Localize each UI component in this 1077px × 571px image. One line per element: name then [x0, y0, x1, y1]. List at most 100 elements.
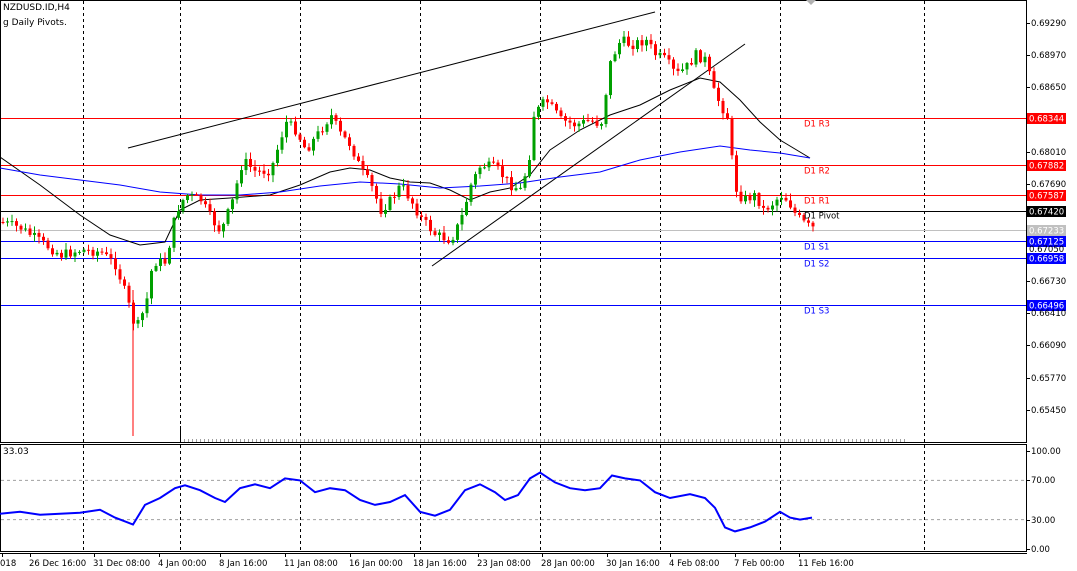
candle-body [78, 251, 81, 253]
bid-tag-box [1027, 225, 1066, 236]
candle-body [798, 212, 801, 215]
price-tag-text: 0.66496 [1029, 302, 1064, 312]
price-tick-label: 0.66090 [1031, 341, 1066, 351]
price-tag-box [1027, 253, 1066, 264]
candle-body [784, 197, 788, 201]
pivot-label: D1 R3 [804, 120, 830, 130]
price-tag-box [1027, 190, 1066, 201]
candle-body [204, 201, 207, 205]
candle-body [496, 162, 500, 167]
candle-body [226, 209, 230, 224]
candle-body [294, 121, 297, 135]
price-tick-label: 0.69290 [1031, 19, 1066, 29]
trendline[interactable] [431, 43, 746, 267]
candle-body [298, 134, 302, 140]
candle-body [361, 160, 365, 170]
candle-body [280, 137, 284, 150]
candle-body [357, 156, 360, 161]
candle-body [465, 201, 468, 215]
candle-body [622, 36, 626, 43]
candle-body [411, 198, 414, 204]
candle-body [613, 54, 617, 62]
candle-body [60, 252, 63, 258]
candle-body [564, 116, 567, 121]
candle-body [51, 248, 54, 255]
candle-body [690, 63, 693, 65]
candle-body [573, 122, 576, 127]
candle-body [721, 100, 725, 114]
candle-body [82, 249, 86, 252]
rsi-value-label: 33.03 [3, 447, 29, 457]
candle-body [699, 50, 702, 63]
price-tick-label: 0.68010 [1031, 148, 1066, 158]
candle-body [186, 195, 189, 201]
candle-body [123, 279, 126, 286]
candle-body [375, 185, 378, 199]
candle-body [631, 45, 635, 49]
rsi-polyline [0, 471, 813, 533]
candle-body [627, 36, 630, 46]
candle-body [114, 258, 117, 270]
candle-body [334, 115, 338, 121]
rsi-tick-label: 30.00 [1031, 516, 1055, 526]
price-tick-label: 0.68970 [1031, 51, 1066, 61]
candle-body [708, 56, 711, 72]
candle-body [379, 198, 383, 214]
candle-body [222, 223, 225, 232]
candle-body [393, 196, 396, 198]
candle-body [370, 175, 374, 186]
candle-body [568, 120, 572, 123]
candle-body [285, 121, 288, 138]
pivot-labels: D1 R3 D1 R2 D1 R1 D1 Pivot D1 S1 D1 S2 D1 S3 [804, 120, 840, 317]
candle-body [159, 258, 162, 266]
candle-body [483, 167, 486, 169]
price-tag-text: 0.67587 [1029, 192, 1064, 202]
indicator-name-label: g Daily Pivots. [3, 18, 67, 28]
candle-body [514, 188, 518, 191]
price-tag-box [1027, 206, 1066, 217]
candle-body [384, 209, 387, 214]
candle-body [154, 265, 158, 271]
time-tick-label: 8 Jan 16:00 [219, 559, 267, 569]
candle-body [240, 170, 243, 184]
time-tick-label: 23 Jan 08:00 [477, 559, 531, 569]
trend-lines[interactable] [127, 11, 746, 267]
candle-body [267, 173, 270, 176]
vertical-grid [83, 1, 925, 551]
candle-body [766, 207, 770, 210]
candle-body [582, 120, 585, 124]
candle-body [10, 221, 14, 223]
candle-body [510, 177, 513, 191]
candle-body [591, 120, 594, 122]
time-tick-label: 4 Jan 00:00 [158, 559, 206, 569]
candle-body [726, 113, 729, 119]
candle-body [604, 95, 608, 125]
trendline[interactable] [127, 11, 656, 149]
rsi-tick-label: 0.00 [1031, 545, 1050, 555]
candle-body [69, 249, 72, 257]
candle-body [730, 118, 734, 156]
candle-body [424, 216, 428, 220]
candle-body [595, 120, 599, 126]
rsi-tick-label: 100.00 [1031, 447, 1061, 457]
candle-body [249, 158, 252, 167]
candle-body [105, 252, 108, 255]
scroll-marker-icon [806, 0, 816, 5]
candle-body [339, 120, 342, 132]
price-axis: 0.68344 0.67882 0.67587 0.67420 0.67125 0.669… [1026, 19, 1066, 416]
candle-body [217, 225, 221, 232]
candle-body [649, 39, 653, 45]
candle-body [703, 56, 707, 63]
price-tick-label: 0.66410 [1031, 309, 1066, 319]
candle-body [276, 149, 279, 164]
candle-body [96, 251, 99, 256]
candle-body [793, 207, 797, 213]
candle-body [100, 251, 104, 253]
moving-average-fast [0, 77, 811, 246]
candle-body [208, 204, 212, 212]
candle-body [681, 69, 684, 72]
candle-body [532, 116, 536, 160]
candle-body [55, 252, 59, 255]
candle-body [181, 200, 185, 212]
